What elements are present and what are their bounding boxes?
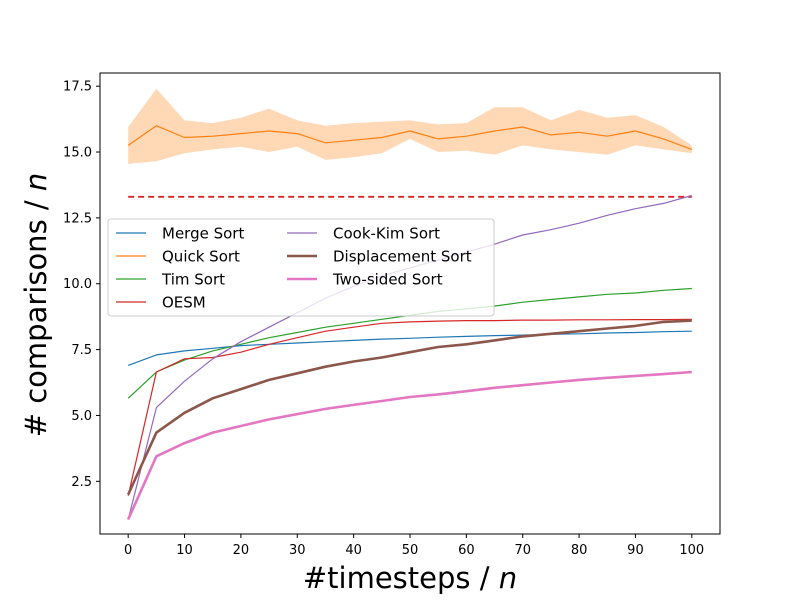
x-axis-title: #timesteps / n <box>303 561 517 595</box>
legend-box <box>107 218 495 317</box>
x-axis-title-main: #timesteps / <box>303 561 499 595</box>
y-tick-label: 17.5 <box>63 80 92 95</box>
legend-label-tim-sort: Tim Sort <box>161 271 225 289</box>
quick-sort-line <box>127 125 693 150</box>
quick-sort-band <box>128 88 692 164</box>
legend-label-oesm: OESM <box>162 294 206 312</box>
x-axis-title-var: n <box>499 561 517 595</box>
y-tick-label: 15.0 <box>63 146 92 161</box>
legend: Merge Sort Quick Sort Tim Sort OESM Cook-Kim… <box>107 218 495 317</box>
legend-label-merge-sort: Merge Sort <box>162 225 244 243</box>
x-tick-label: 70 <box>514 543 531 558</box>
oesm-line <box>127 318 692 496</box>
y-axis-title-var: n <box>19 173 53 191</box>
x-tick-label: 10 <box>176 543 193 558</box>
x-ticks: 0 10 20 30 40 50 60 70 80 90 100 <box>124 534 704 558</box>
legend-label-displacement-sort: Displacement Sort <box>333 248 472 266</box>
x-tick-label: 0 <box>124 543 132 558</box>
x-tick-label: 80 <box>571 543 588 558</box>
x-tick-label: 100 <box>679 543 704 558</box>
merge-sort-line <box>127 330 692 366</box>
y-axis-title: # comparisons / n <box>19 173 53 438</box>
band-layer <box>128 88 692 164</box>
displacement-sort-line <box>127 319 692 496</box>
legend-label-two-sided-sort: Two-sided Sort <box>332 271 443 289</box>
y-axis-title-main: # comparisons / <box>19 191 53 437</box>
y-tick-label: 2.5 <box>71 475 92 490</box>
legend-label-cook-kim-sort: Cook-Kim Sort <box>333 225 440 243</box>
two-sided-sort-line <box>127 370 692 521</box>
x-tick-label: 30 <box>289 543 306 558</box>
y-tick-label: 10.0 <box>63 277 92 292</box>
x-tick-label: 90 <box>627 543 644 558</box>
x-tick-label: 60 <box>458 543 475 558</box>
y-ticks: 2.5 5.0 7.5 10.0 12.5 15.0 17.5 <box>63 80 100 490</box>
x-tick-label: 50 <box>402 543 419 558</box>
y-tick-label: 5.0 <box>71 409 92 424</box>
x-tick-label: 40 <box>345 543 362 558</box>
x-tick-label: 20 <box>233 543 250 558</box>
y-tick-label: 7.5 <box>71 343 92 358</box>
y-tick-label: 12.5 <box>63 211 92 226</box>
legend-label-quick-sort: Quick Sort <box>162 248 240 266</box>
series-layer <box>127 125 693 521</box>
